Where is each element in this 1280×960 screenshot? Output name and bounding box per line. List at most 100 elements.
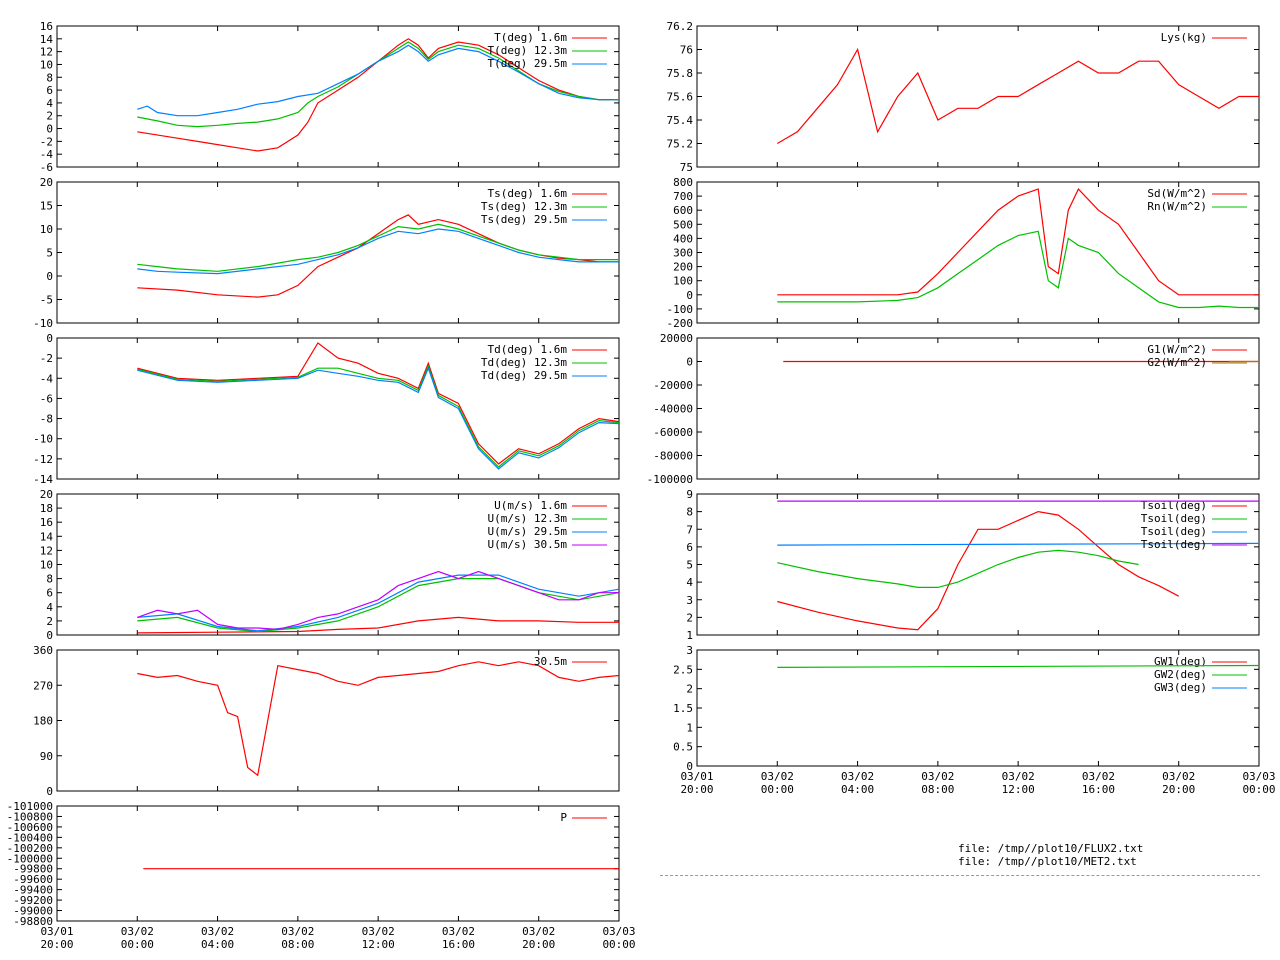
x-tick-date: 03/02 [281, 925, 314, 938]
y-tick-label: 16 [40, 20, 53, 33]
legend-label: T(deg) 29.5m [488, 57, 568, 70]
x-tick-time: 04:00 [841, 783, 874, 796]
legend-label: Ts(deg) 1.6m [488, 187, 568, 200]
series-line-dew-2 [137, 366, 619, 470]
legend-label: T(deg) 1.6m [494, 31, 567, 44]
y-tick-label: -100800 [7, 810, 53, 823]
x-tick-time: 12:00 [1002, 783, 1035, 796]
y-tick-label: 5 [46, 247, 53, 260]
y-tick-label: 2.5 [673, 663, 693, 676]
y-tick-label: 0 [46, 332, 53, 345]
y-tick-label: -100000 [647, 473, 693, 486]
y-tick-label: -99200 [13, 894, 53, 907]
y-tick-label: -60000 [653, 426, 693, 439]
y-tick-label: -99400 [13, 884, 53, 897]
y-tick-label: 7 [686, 523, 693, 536]
legend-label: Td(deg) 1.6m [488, 343, 568, 356]
y-tick-label: 20000 [660, 332, 693, 345]
x-tick-time: 08:00 [921, 783, 954, 796]
legend-label: G2(W/m^2) [1147, 356, 1207, 369]
y-tick-label: 0 [686, 760, 693, 773]
y-tick-label: 20 [40, 176, 53, 189]
plot-frame [696, 25, 1260, 168]
x-tick-time: 20:00 [522, 938, 555, 951]
legend-label: U(m/s) 12.3m [488, 512, 568, 525]
x-tick-time: 00:00 [761, 783, 794, 796]
legend-label: Tsoil(deg) [1141, 538, 1207, 551]
y-tick-label: -20000 [653, 379, 693, 392]
y-tick-label: -2 [40, 352, 53, 365]
y-tick-label: 400 [673, 232, 693, 245]
legend-label: 30.5m [534, 655, 567, 668]
y-tick-label: -6 [40, 161, 53, 174]
y-tick-label: 100 [673, 275, 693, 288]
x-tick-date: 03/02 [921, 770, 954, 783]
x-tick-time: 00:00 [1242, 783, 1275, 796]
legend-label: U(m/s) 1.6m [494, 499, 567, 512]
legend-label: Ts(deg) 12.3m [481, 200, 567, 213]
y-tick-label: 600 [673, 204, 693, 217]
y-tick-label: 6 [46, 587, 53, 600]
y-tick-label: 5 [686, 559, 693, 572]
series-line-lys-0 [776, 47, 1259, 145]
y-tick-label: 8 [46, 71, 53, 84]
y-tick-label: 20 [40, 488, 53, 501]
y-tick-label: -2 [40, 135, 53, 148]
panel-soilheat: 20000 0 -20000 -40000 -60000 -80000 -100000 G1(… [647, 332, 1260, 486]
x-tick-date: 03/02 [761, 770, 794, 783]
legend-label: Sd(W/m^2) [1147, 187, 1207, 200]
y-tick-label: 3 [686, 644, 693, 657]
y-tick-label: 1.5 [673, 702, 693, 715]
y-tick-label: -101000 [7, 800, 53, 813]
x-tick-time: 08:00 [281, 938, 314, 951]
y-tick-label: -99000 [13, 905, 53, 918]
legend-label: Td(deg) 29.5m [481, 369, 567, 382]
legend-label: GW2(deg) [1154, 668, 1207, 681]
y-tick-label: 75.2 [667, 138, 694, 151]
legend-label: U(m/s) 29.5m [488, 525, 568, 538]
y-tick-label: 75.8 [667, 67, 694, 80]
series-line-tsurf-2 [137, 228, 619, 275]
panel-lys: 76.2 76 75.8 75.6 75.4 75.2 75 Lys(kg) [667, 20, 1260, 174]
x-tick-time: 20:00 [40, 938, 73, 951]
x-tick-time: 16:00 [442, 938, 475, 951]
x-tick-date: 03/03 [602, 925, 635, 938]
legend-label: Rn(W/m^2) [1147, 200, 1207, 213]
y-tick-label: 8 [46, 573, 53, 586]
y-tick-label: 2 [686, 611, 693, 624]
y-tick-label: 10 [40, 223, 53, 236]
y-tick-label: 76.2 [667, 20, 694, 33]
legend-label: P [560, 811, 567, 824]
plot-frame [56, 805, 620, 922]
x-tick-time: 12:00 [362, 938, 395, 951]
series-line-dew-1 [137, 364, 619, 468]
panel-press: -101000-100800-100600-100400-100200-1000… [7, 800, 636, 951]
y-tick-label: 1 [686, 629, 693, 642]
y-tick-label: 75 [680, 161, 693, 174]
y-tick-label: -8 [40, 413, 53, 426]
y-tick-label: 2 [686, 683, 693, 696]
y-tick-label: -100400 [7, 831, 53, 844]
y-tick-label: -100 [667, 303, 694, 316]
y-tick-label: 0 [46, 270, 53, 283]
y-tick-label: -98800 [13, 915, 53, 928]
y-tick-label: -4 [40, 372, 54, 385]
plot-frame [56, 25, 620, 168]
y-tick-label: 75.4 [667, 114, 694, 127]
y-tick-label: 500 [673, 218, 693, 231]
legend-label: GW3(deg) [1154, 681, 1207, 694]
x-tick-time: 16:00 [1082, 783, 1115, 796]
footer-file-line: file: /tmp//plot10/MET2.txt [958, 855, 1137, 868]
legend-label: Tsoil(deg) [1141, 525, 1207, 538]
y-tick-label: 180 [33, 715, 53, 728]
legend-label: T(deg) 12.3m [488, 44, 568, 57]
series-line-wind-3 [137, 570, 619, 631]
y-tick-label: 270 [33, 679, 53, 692]
y-tick-label: 800 [673, 176, 693, 189]
x-tick-date: 03/02 [1162, 770, 1195, 783]
y-tick-label: -40000 [653, 403, 693, 416]
series-line-tsoil-0 [777, 510, 1179, 631]
